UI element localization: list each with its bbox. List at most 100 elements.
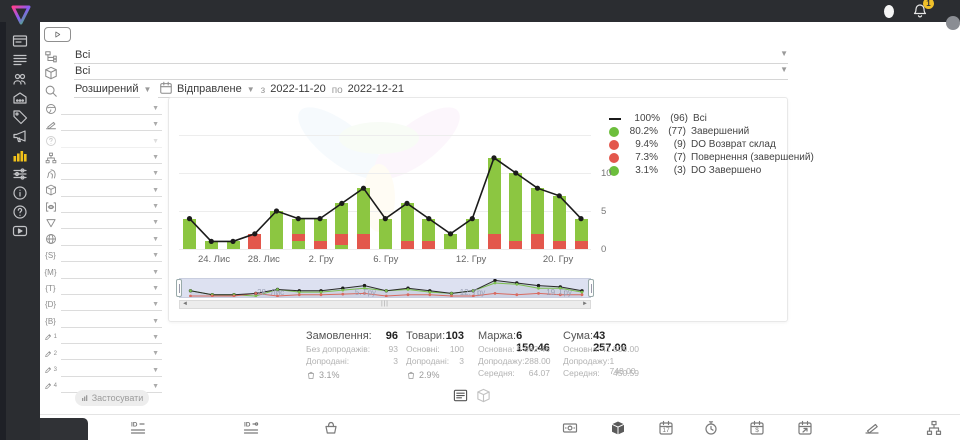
filter-region-dropdown[interactable]: ▼ bbox=[44, 231, 162, 246]
bar-day-18[interactable] bbox=[552, 195, 566, 249]
stat-column-1: Замовлення: 96 Без допродажів: 93 Допродані:… bbox=[306, 330, 398, 380]
bar-day-15[interactable] bbox=[487, 157, 501, 249]
date-to-input[interactable]: 2022-12-21 bbox=[346, 83, 406, 98]
bar-day-17[interactable] bbox=[531, 188, 544, 249]
calendar-shipments-icon[interactable] bbox=[797, 420, 813, 436]
range-handle-left[interactable] bbox=[176, 279, 182, 297]
level-tool-icon[interactable] bbox=[864, 420, 880, 436]
filter-level-dropdown[interactable]: ▼ bbox=[44, 116, 162, 132]
sidebar-item-marketing-icon[interactable] bbox=[12, 128, 28, 144]
earth-icon bbox=[44, 102, 57, 115]
sidebar-item-orders-list-icon[interactable] bbox=[12, 52, 28, 68]
filter-unknown-dropdown[interactable]: ▼ bbox=[44, 133, 162, 148]
bar-day-6[interactable] bbox=[291, 218, 305, 249]
filter-delivery-dropdown[interactable]: ▼ bbox=[44, 214, 162, 230]
indicator-icon[interactable] bbox=[884, 4, 894, 18]
date-type-dropdown[interactable]: Відправлене ▼ bbox=[158, 81, 257, 98]
bar-day-8[interactable] bbox=[335, 203, 349, 249]
bar-day-5[interactable] bbox=[270, 211, 283, 249]
sidebar-item-help-icon[interactable] bbox=[12, 204, 28, 220]
sort-by-id-alt-icon[interactable]: ID bbox=[243, 420, 259, 436]
notifications-bell-icon[interactable]: 1 bbox=[912, 0, 934, 19]
filter-m-dropdown[interactable]: {M} ▼ bbox=[44, 264, 162, 279]
bar-day-10[interactable] bbox=[378, 218, 392, 249]
product-filter-dropdown[interactable]: Всі ▼ bbox=[44, 65, 788, 80]
date-from-input[interactable]: 2022-11-20 bbox=[269, 83, 328, 98]
scroll-right-arrow[interactable]: ► bbox=[582, 301, 588, 307]
legend-item[interactable]: 7.3% (7) Повернення (завершений) bbox=[609, 151, 814, 164]
structure-tool-icon[interactable] bbox=[926, 420, 942, 436]
sidebar-item-dashboard-icon[interactable] bbox=[12, 33, 28, 49]
bar-segment-red bbox=[291, 233, 305, 242]
filter-t-dropdown[interactable]: {T} ▼ bbox=[44, 280, 162, 295]
filter-d-dropdown[interactable]: {D} ▼ bbox=[44, 296, 162, 312]
legend-item[interactable]: 80.2% (77) Завершений bbox=[609, 125, 814, 138]
sort-by-id-icon[interactable]: ID bbox=[130, 420, 146, 436]
scroll-left-arrow[interactable]: ◄ bbox=[182, 301, 188, 307]
status-filter-value: Всі bbox=[75, 49, 91, 61]
sidebar-item-info-icon[interactable] bbox=[12, 185, 28, 201]
filter-s-dropdown[interactable]: {S} ▼ bbox=[44, 247, 162, 263]
brace-icon: {S} bbox=[45, 251, 56, 261]
filter-custom-2-dropdown[interactable]: 2 ▼ bbox=[44, 345, 162, 361]
filter-custom-1-dropdown[interactable]: 1 ▼ bbox=[44, 329, 162, 344]
bar-day-3[interactable] bbox=[226, 241, 240, 249]
pencil-icon: 3 bbox=[44, 364, 57, 377]
range-handle-right[interactable] bbox=[588, 279, 594, 297]
sidebar-item-tags-icon[interactable] bbox=[12, 109, 28, 125]
search-mode-dropdown[interactable]: Розширений ▼ bbox=[74, 83, 151, 98]
apply-button[interactable]: Застосувати bbox=[75, 390, 149, 406]
sidebar-item-clients-icon[interactable] bbox=[12, 71, 28, 87]
product-view-toggle-icon[interactable] bbox=[476, 388, 491, 403]
products-icon[interactable] bbox=[610, 420, 626, 436]
bar-day-16[interactable] bbox=[509, 173, 523, 249]
bar-segment-red bbox=[422, 241, 436, 249]
sidebar-item-video-tutorials-icon[interactable] bbox=[12, 223, 28, 239]
level-icon bbox=[44, 118, 57, 131]
app-logo-icon[interactable] bbox=[9, 3, 33, 27]
bar-day-7[interactable] bbox=[313, 218, 327, 249]
bar-day-11[interactable] bbox=[400, 203, 414, 249]
svg-text:$: $ bbox=[755, 427, 759, 434]
legend-item[interactable]: 100% (96) Всі bbox=[609, 112, 814, 125]
bar-day-9[interactable] bbox=[357, 188, 370, 249]
chart-scrollbar[interactable]: ◄ ||| ► bbox=[179, 300, 591, 309]
bar-segment-red bbox=[487, 233, 501, 249]
stat-column-4: Сума: 43 257.00 Основна: 41 509.00 Допродажу… bbox=[563, 330, 639, 380]
status-filter-dropdown[interactable]: Всі ▼ bbox=[44, 49, 788, 64]
legend-item[interactable]: 3.1% (3) DO Завершено bbox=[609, 164, 814, 177]
sidebar-item-warehouse-icon[interactable] bbox=[12, 90, 28, 106]
avatar[interactable] bbox=[946, 16, 960, 30]
search-icon[interactable] bbox=[44, 84, 58, 98]
filter-id-dropdown[interactable]: ▼ bbox=[44, 165, 162, 181]
bar-day-2[interactable] bbox=[204, 241, 218, 249]
video-guide-button[interactable] bbox=[44, 27, 71, 42]
bar-day-14[interactable] bbox=[465, 218, 479, 249]
calendar-payments-icon[interactable]: $ bbox=[749, 420, 765, 436]
bar-day-12[interactable] bbox=[422, 218, 436, 249]
filter-source-dropdown[interactable]: ▼ bbox=[44, 100, 162, 115]
legend-item[interactable]: 9.4% (9) DO Возврат склад bbox=[609, 138, 814, 151]
payments-icon[interactable] bbox=[562, 420, 578, 436]
notification-badge: 1 bbox=[923, 0, 934, 9]
sidebar-item-settings-icon[interactable] bbox=[12, 166, 28, 182]
calendar-day-icon[interactable]: 17 bbox=[658, 420, 674, 436]
bar-day-19[interactable] bbox=[574, 218, 588, 249]
filter-custom-3-dropdown[interactable]: 3 ▼ bbox=[44, 362, 162, 377]
bar-day-4[interactable] bbox=[248, 233, 262, 249]
sidebar-item-statistics-icon[interactable] bbox=[12, 147, 28, 163]
list-view-toggle-icon[interactable] bbox=[453, 388, 468, 403]
mini-overview-chart[interactable]: 28. Лис 5. Гру 12. Гру 19. Гру bbox=[179, 278, 591, 298]
filter-visibility-dropdown[interactable]: ▼ bbox=[44, 198, 162, 214]
filter-product-dropdown[interactable]: ▼ bbox=[44, 182, 162, 197]
filter-b-dropdown[interactable]: {B} ▼ bbox=[44, 313, 162, 328]
chart-plot-area bbox=[179, 111, 591, 251]
timer-icon[interactable] bbox=[703, 420, 719, 436]
basket-icon[interactable] bbox=[323, 420, 339, 436]
bar-day-13[interactable] bbox=[444, 233, 457, 249]
chevron-down-icon: ▼ bbox=[152, 105, 159, 112]
bar-day-1[interactable] bbox=[183, 218, 196, 249]
filter-structure-dropdown[interactable]: ▼ bbox=[44, 149, 162, 165]
scrollbar-grip[interactable]: ||| bbox=[381, 301, 389, 307]
sidebar bbox=[0, 0, 40, 440]
